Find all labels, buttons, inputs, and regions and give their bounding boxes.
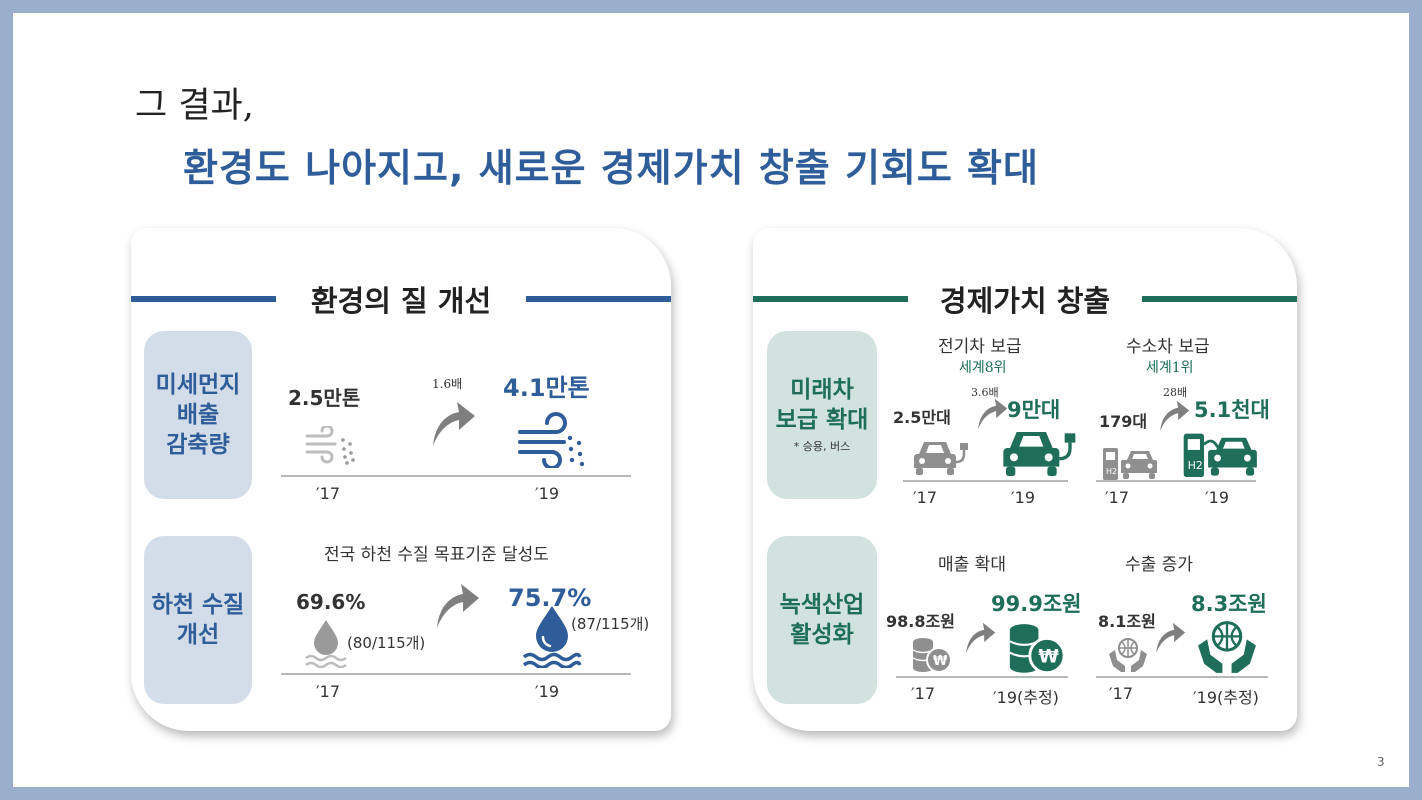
ev-year-2019: ′19 — [1011, 488, 1035, 507]
arrow-icon — [1156, 622, 1186, 654]
environment-panel: 환경의 질 개선 미세먼지 배출 감축량 2.5만톤 1.6배 4.1만톤 — [131, 228, 671, 731]
water-detail-2019: (87/115개) — [571, 615, 650, 633]
future-car-tag-line2: 보급 확대 — [775, 407, 869, 433]
svg-text:H2: H2 — [1106, 467, 1117, 476]
sales-year-2017: ′17 — [911, 684, 935, 703]
hydrogen-value-2017: 179대 — [1099, 412, 1148, 431]
dust-value-2019: 4.1만톤 — [503, 374, 590, 402]
economy-panel: 경제가치 창출 미래차 보급 확대 * 승용, 버스 전기차 보급 세계8위 2… — [753, 228, 1297, 731]
globe-hands-small-icon — [1109, 638, 1147, 672]
slide-title: 환경도 나아지고, 새로운 경제가치 창출 기회도 확대 — [183, 146, 1039, 190]
heading-line-left — [753, 296, 908, 302]
pre-title: 그 결과, — [135, 86, 254, 126]
export-year-2017: ′17 — [1109, 684, 1133, 703]
ev-value-2017: 2.5만대 — [893, 408, 951, 427]
arrow-icon — [1160, 400, 1190, 432]
dust-year-2019: ′19 — [535, 484, 559, 503]
water-tag-line1: 하천 수질 — [151, 592, 245, 618]
arrow-icon — [437, 584, 479, 628]
hydrogen-year-2017: ′17 — [1105, 488, 1129, 507]
wind-large-icon — [518, 412, 585, 468]
arrow-icon — [966, 622, 996, 654]
hydrogen-car-small-icon: H2 — [1103, 448, 1157, 480]
hydrogen-label: 수소차 보급 — [1126, 337, 1210, 357]
heading-line-left — [131, 296, 276, 302]
export-value-2017: 8.1조원 — [1098, 612, 1156, 631]
dust-baseline — [281, 475, 631, 477]
export-value-2019: 8.3조원 — [1191, 592, 1267, 616]
green-industry-tag-line1: 녹색산업 — [779, 592, 865, 618]
water-year-2019: ′19 — [535, 682, 559, 701]
water-value-2017: 69.6% — [296, 590, 366, 614]
export-label: 수출 증가 — [1125, 555, 1193, 575]
electric-car-large-icon — [1003, 432, 1076, 476]
sales-value-2017: 98.8조원 — [886, 612, 955, 631]
ev-year-2017: ′17 — [913, 488, 937, 507]
ev-label: 전기차 보급 — [938, 337, 1022, 357]
water-tag: 하천 수질 개선 — [144, 536, 252, 704]
dust-value-2017: 2.5만톤 — [288, 386, 361, 410]
electric-car-small-icon — [914, 442, 968, 475]
svg-text:H2: H2 — [1188, 459, 1203, 472]
arrow-icon — [433, 402, 475, 446]
sales-value-2019: 99.9조원 — [991, 592, 1082, 616]
future-car-note: * 승용, 버스 — [793, 440, 851, 453]
sales-baseline — [896, 676, 1068, 678]
ev-rank: 세계8위 — [959, 360, 1007, 376]
green-industry-tag: 녹색산업 활성화 — [767, 536, 877, 704]
sales-label: 매출 확대 — [938, 555, 1006, 575]
dust-tag-line1: 미세먼지 — [155, 372, 241, 398]
water-year-2017: ′17 — [316, 682, 340, 701]
dust-tag: 미세먼지 배출 감축량 — [144, 331, 252, 499]
svg-text:₩: ₩ — [1038, 647, 1059, 668]
page-number: 3 — [1377, 755, 1385, 769]
heading-line-right — [1142, 296, 1297, 302]
water-tag-line2: 개선 — [176, 622, 220, 648]
coins-large-icon: ₩ — [1009, 624, 1066, 675]
hydrogen-rank: 세계1위 — [1146, 360, 1194, 376]
ev-baseline — [903, 480, 1068, 482]
slide: 그 결과, 환경도 나아지고, 새로운 경제가치 창출 기회도 확대 환경의 질… — [13, 13, 1409, 787]
environment-heading: 환경의 질 개선 — [310, 284, 492, 318]
water-drop-large-icon — [522, 606, 582, 668]
water-drop-small-icon — [305, 620, 347, 668]
export-year-2019: ′19(추정) — [1193, 688, 1259, 707]
wind-small-icon — [305, 426, 355, 465]
green-industry-tag-line2: 활성화 — [790, 622, 854, 648]
dust-tag-line3: 감축량 — [166, 432, 230, 458]
economy-heading: 경제가치 창출 — [939, 284, 1111, 318]
svg-text:₩: ₩ — [933, 654, 948, 669]
water-baseline — [281, 673, 631, 675]
hydrogen-value-2019: 5.1천대 — [1194, 398, 1270, 422]
arrow-icon — [978, 398, 1008, 430]
dust-year-2017: ′17 — [316, 484, 340, 503]
hydrogen-baseline — [1096, 480, 1256, 482]
coins-small-icon: ₩ — [912, 638, 952, 673]
future-car-tag: 미래차 보급 확대 * 승용, 버스 — [767, 331, 877, 499]
water-detail-2017: (80/115개) — [347, 634, 426, 652]
hydrogen-year-2019: ′19 — [1205, 488, 1229, 507]
water-caption: 전국 하천 수질 목표기준 달성도 — [324, 545, 549, 565]
sales-year-2019: ′19(추정) — [993, 688, 1059, 707]
future-car-tag-line1: 미래차 — [790, 377, 854, 403]
hydrogen-car-large-icon: H2 — [1183, 433, 1257, 478]
export-baseline — [1096, 676, 1268, 678]
ev-value-2019: 9만대 — [1007, 398, 1061, 422]
globe-hands-large-icon — [1198, 621, 1256, 673]
dust-multiplier: 1.6배 — [432, 377, 463, 391]
hydrogen-multiplier: 28배 — [1163, 386, 1188, 399]
heading-line-right — [526, 296, 671, 302]
water-value-2019: 75.7% — [508, 584, 592, 612]
dust-tag-line2: 배출 — [176, 402, 220, 428]
ev-multiplier: 3.6배 — [971, 386, 999, 399]
